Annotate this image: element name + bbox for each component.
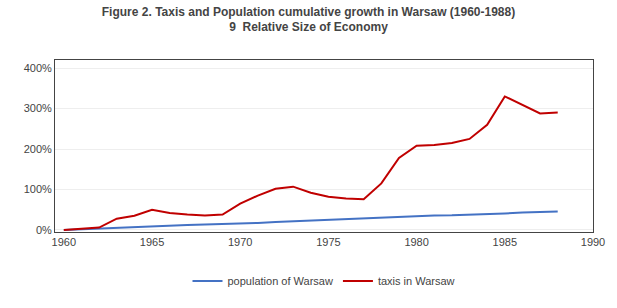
svg-text:400%: 400% <box>24 62 52 74</box>
svg-text:Figure 2. Taxis and Population: Figure 2. Taxis and Population cumulativ… <box>102 5 515 35</box>
svg-text:1970: 1970 <box>228 236 252 248</box>
svg-text:0%: 0% <box>36 224 52 236</box>
svg-text:population of Warsaw: population of Warsaw <box>228 275 333 287</box>
svg-text:100%: 100% <box>24 183 52 195</box>
svg-text:1985: 1985 <box>493 236 517 248</box>
svg-text:taxis in Warsaw: taxis in Warsaw <box>378 275 455 287</box>
svg-text:1965: 1965 <box>140 236 164 248</box>
svg-text:1990: 1990 <box>581 236 605 248</box>
svg-text:300%: 300% <box>24 102 52 114</box>
svg-text:1980: 1980 <box>404 236 428 248</box>
svg-text:1975: 1975 <box>316 236 340 248</box>
svg-text:200%: 200% <box>24 143 52 155</box>
svg-text:1960: 1960 <box>52 236 76 248</box>
